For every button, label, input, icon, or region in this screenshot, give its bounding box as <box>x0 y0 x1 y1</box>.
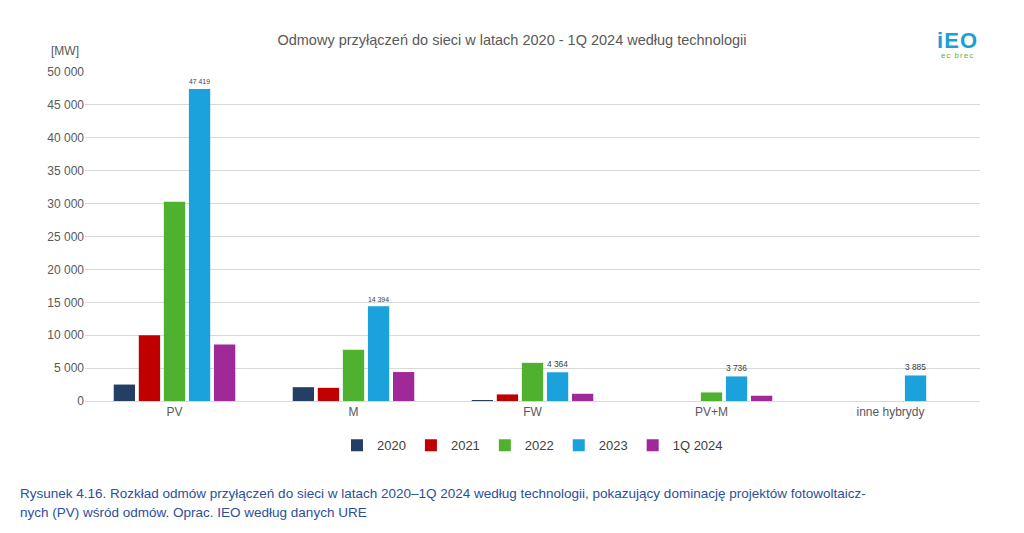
svg-text:15 000: 15 000 <box>47 296 84 310</box>
html-text:iEO: iEO <box>937 28 978 53</box>
svg-text:25 000: 25 000 <box>47 230 84 244</box>
svg-text:47 419: 47 419 <box>189 78 210 85</box>
svg-text:2022: 2022 <box>525 438 554 453</box>
svg-text:M: M <box>349 405 359 419</box>
svg-text:5 000: 5 000 <box>54 361 84 375</box>
svg-text:40 000: 40 000 <box>47 131 84 145</box>
svg-text:FW: FW <box>523 405 542 419</box>
svg-text:Odmowy przyłączeń do sieci w l: Odmowy przyłączeń do sieci w latach 2020… <box>277 32 746 48</box>
svg-text:3 885: 3 885 <box>905 362 926 372</box>
svg-text:2023: 2023 <box>599 438 628 453</box>
svg-text:PV: PV <box>166 405 182 419</box>
html-text:Rysunek 4.16. Rozkład odmów pr: Rysunek 4.16. Rozkład odmów przyłączeń d… <box>20 486 866 501</box>
html-text:nych (PV) wśród odmów. Oprac.: nych (PV) wśród odmów. Oprac. IEO według… <box>20 505 367 520</box>
svg-text:2021: 2021 <box>451 438 480 453</box>
svg-text:50 000: 50 000 <box>47 65 84 79</box>
svg-text:20 000: 20 000 <box>47 263 84 277</box>
svg-text:4 364: 4 364 <box>547 359 568 369</box>
svg-text:3 736: 3 736 <box>726 363 747 373</box>
svg-text:2020: 2020 <box>377 438 406 453</box>
svg-text:14 394: 14 394 <box>368 296 389 303</box>
svg-text:0: 0 <box>77 394 84 408</box>
svg-text:35 000: 35 000 <box>47 164 84 178</box>
svg-text:45 000: 45 000 <box>47 98 84 112</box>
svg-text:[MW]: [MW] <box>51 44 79 58</box>
svg-text:1Q 2024: 1Q 2024 <box>673 438 723 453</box>
svg-text:inne hybrydy: inne hybrydy <box>856 405 924 419</box>
svg-text:PV+M: PV+M <box>695 405 728 419</box>
svg-text:10 000: 10 000 <box>47 328 84 342</box>
svg-text:30 000: 30 000 <box>47 197 84 211</box>
html-text:ec brec: ec brec <box>940 51 975 60</box>
